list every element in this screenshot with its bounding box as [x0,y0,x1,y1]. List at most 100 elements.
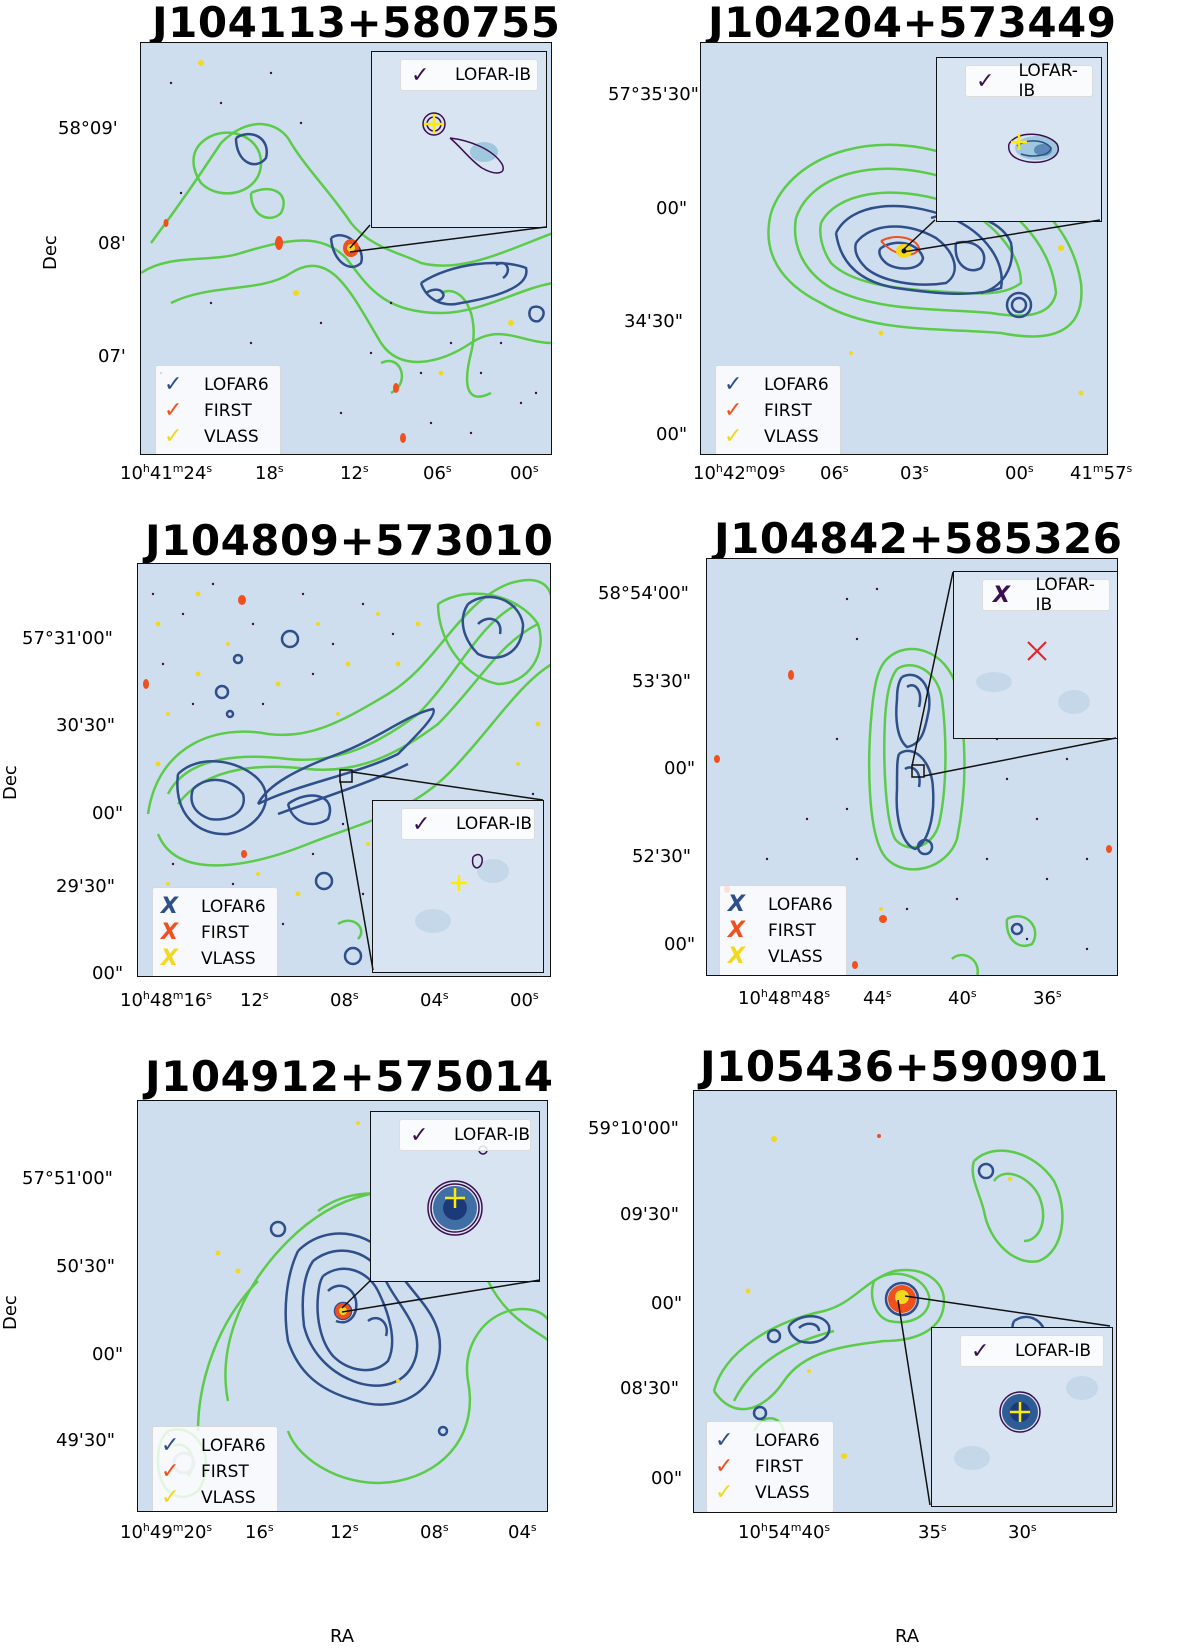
lofar-ib-label: LOFAR-IB [453,1125,531,1145]
radio-image: ✓ LOFAR-IB X LOFAR6 X FIRST X VLASS [137,563,551,977]
legend: X LOFAR6 X FIRST X VLASS [719,885,847,975]
ra-tick: 40s [948,987,977,1009]
ra-tick: 44s [863,987,892,1009]
first-mark: ✓ [724,398,743,423]
vlass-mark: X [161,946,178,971]
ra-tick: 04s [508,1521,537,1543]
lofar-ib-mark: X [993,582,1010,608]
dec-tick: 50'30" [56,1256,116,1277]
dec-axis-label: Dec [0,1295,21,1330]
legend: ✓ LOFAR6 ✓ FIRST ✓ VLASS [152,1426,278,1511]
zoom-inset: ✓ LOFAR-IB [931,1327,1113,1507]
dec-tick: 34'30" [624,311,684,332]
inset-legend: X LOFAR-IB [982,575,1110,615]
zoom-inset: X LOFAR-IB [953,571,1117,739]
ra-tick: 10h41m24s [120,462,213,484]
ra-tick: 00s [510,989,539,1011]
lofar-ib-mark: ✓ [410,1122,429,1148]
lofar6-mark: ✓ [724,372,743,397]
dec-tick: 00" [664,758,696,779]
first-mark: ✓ [164,398,183,423]
inset-legend: ✓ LOFAR-IB [401,808,535,840]
dec-tick: 00" [92,963,124,984]
dec-tick: 00" [651,1293,683,1314]
vlass-label: VLASS [764,427,819,447]
inset-legend: ✓ LOFAR-IB [399,1119,531,1151]
lofar6-mark: X [161,894,178,919]
ra-tick: 03s [900,462,929,484]
dec-tick: 58°09' [58,118,118,139]
first-mark: X [728,918,745,943]
inset-legend: ✓ LOFAR-IB [965,61,1093,101]
first-label: FIRST [755,1457,803,1477]
lofar6-label: LOFAR6 [764,375,829,395]
ra-tick: 10h48m48s [738,987,831,1009]
lofar6-label: LOFAR6 [201,1436,266,1456]
ra-tick: 12s [240,989,269,1011]
radio-image: ✓ LOFAR-IB ✓ LOFAR6 ✓ FIRST ✓ VLASS [140,42,552,455]
ra-tick: 18s [255,462,284,484]
first-label: FIRST [201,1462,249,1482]
lofar6-mark: X [728,892,745,917]
dec-tick: 59°10'00" [588,1118,679,1139]
ra-tick: 30s [1008,1521,1037,1543]
dec-tick: 08'30" [620,1378,680,1399]
ra-tick: 08s [420,1521,449,1543]
lofar-ib-label: LOFAR-IB [1015,1341,1092,1361]
dec-tick: 57°51'00" [22,1168,113,1189]
vlass-mark: ✓ [164,424,183,449]
dec-tick: 00" [656,198,688,219]
dec-tick: 09'30" [620,1204,680,1225]
dec-tick: 52'30" [632,846,692,867]
zoom-inset: ✓ LOFAR-IB [371,51,547,228]
lofar-ib-mark: ✓ [411,62,430,88]
lofar-ib-mark: ✓ [412,811,431,837]
ra-tick: 08s [330,989,359,1011]
legend: X LOFAR6 X FIRST X VLASS [152,887,278,976]
radio-image: X LOFAR-IB X LOFAR6 X FIRST X VLASS [706,558,1118,976]
ra-tick: 41m57s [1070,462,1133,484]
ra-tick: 06s [820,462,849,484]
first-mark: ✓ [161,1459,180,1484]
ra-axis-label: RA [330,1626,355,1647]
ra-tick: 00s [510,462,539,484]
vlass-label: VLASS [201,1488,256,1508]
panel-title: J104842+585326 [714,514,1123,563]
vlass-mark: ✓ [724,424,743,449]
dec-tick: 00" [651,1468,683,1489]
panel-title: J104912+575014 [145,1052,554,1101]
dec-tick: 08' [98,233,126,254]
lofar6-mark: ✓ [164,372,183,397]
dec-tick: 57°31'00" [22,628,113,649]
ra-tick: 10h54m40s [738,1521,831,1543]
dec-tick: 53'30" [632,671,692,692]
zoom-inset: ✓ LOFAR-IB [372,800,544,973]
first-mark: X [161,920,178,945]
panel-title: J104113+580755 [152,0,561,47]
panel-title: J104204+573449 [708,0,1117,47]
first-label: FIRST [768,921,816,941]
ra-tick: 06s [423,462,452,484]
ra-axis-label: RA [895,1626,920,1647]
lofar6-label: LOFAR6 [768,895,833,915]
ra-tick: 10h48m16s [120,989,213,1011]
first-label: FIRST [201,923,249,943]
panel-title: J105436+590901 [700,1042,1109,1091]
first-label: FIRST [204,401,252,421]
dec-tick: 57°35'30" [608,84,699,105]
dec-tick: 00" [656,424,688,445]
radio-image: ✓ LOFAR-IB ✓ LOFAR6 ✓ FIRST ✓ VLASS [137,1100,548,1512]
lofar6-label: LOFAR6 [201,897,266,917]
legend: ✓ LOFAR6 ✓ FIRST ✓ VLASS [706,1421,834,1512]
dec-tick: 07' [98,346,126,367]
lofar6-mark: ✓ [715,1428,734,1453]
radio-image: ✓ LOFAR-IB ✓ LOFAR6 ✓ FIRST ✓ VLASS [693,1090,1117,1513]
dec-tick: 00" [92,1344,124,1365]
ra-tick: 16s [245,1521,274,1543]
ra-tick: 35s [918,1521,947,1543]
dec-tick: 49'30" [56,1430,116,1451]
zoom-inset: ✓ LOFAR-IB [370,1111,540,1282]
zoom-inset: ✓ LOFAR-IB [936,57,1102,222]
lofar-ib-label: LOFAR-IB [1035,575,1095,615]
lofar-ib-label: LOFAR-IB [456,814,533,834]
